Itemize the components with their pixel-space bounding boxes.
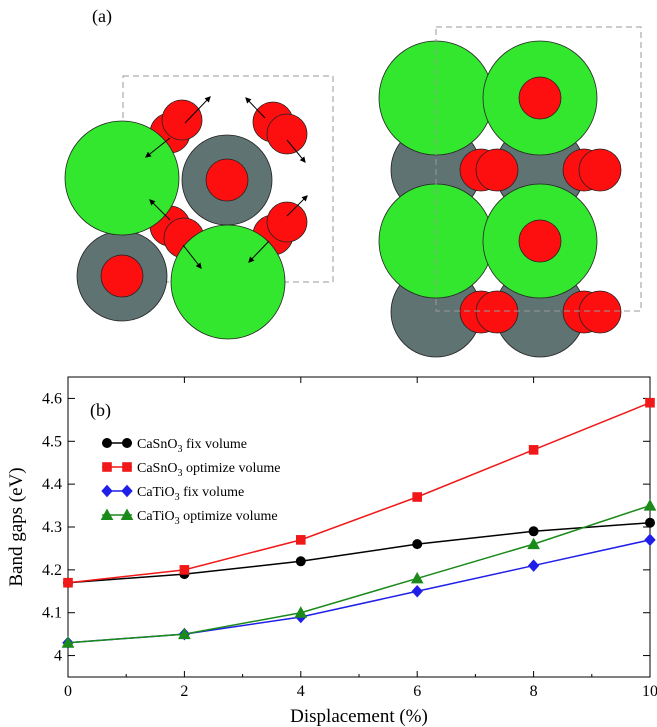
y-tick-label: 4.6 (42, 390, 62, 407)
x-tick-label: 0 (64, 683, 72, 700)
data-point (296, 535, 306, 545)
calcium-atom (64, 120, 180, 236)
data-point (644, 533, 656, 547)
oxygen-atom (475, 148, 519, 192)
series-2 (62, 533, 656, 649)
legend-marker (101, 484, 113, 498)
data-point (410, 571, 424, 584)
y-tick-label: 4.4 (42, 476, 62, 493)
displacement-arrow (286, 139, 306, 163)
legend-marker (102, 462, 112, 472)
oxygen-atom (266, 201, 308, 243)
data-point (412, 539, 423, 550)
legend-entry: CaTiO3 fix volume (101, 484, 244, 503)
data-point (527, 559, 540, 572)
series-layer (61, 397, 657, 649)
x-tick-label: 8 (530, 683, 538, 700)
legend-marker (122, 438, 132, 448)
series-0 (63, 517, 655, 588)
series-line (67, 504, 651, 644)
x-tick-label: 6 (413, 683, 421, 700)
right-unit-cell (435, 26, 642, 312)
legend-label: CaTiO3 optimize volume (137, 509, 278, 527)
legend-entry: CaTiO3 optimize volume (100, 508, 278, 527)
oxygen-atom (578, 148, 622, 192)
data-point (645, 517, 655, 528)
data-point (295, 556, 306, 567)
data-point (411, 585, 423, 598)
data-point (61, 636, 75, 648)
x-axis-label: Displacement (%) (290, 706, 428, 727)
oxygen-atom (205, 158, 249, 202)
oxygen-atom (161, 99, 203, 141)
legend-entry: CaSnO3 fix volume (102, 437, 247, 455)
data-point (643, 499, 657, 511)
legend-label: CaSnO3 optimize volume (137, 461, 280, 479)
oxygen-atom (100, 254, 144, 298)
displacement-arrow (184, 96, 211, 124)
displacement-arrow (245, 97, 266, 119)
left-structure (64, 75, 334, 340)
panel-a-label: (a) (92, 6, 112, 27)
data-point (294, 606, 308, 618)
y-tick-label: 4.5 (42, 433, 62, 450)
series-1 (63, 397, 655, 588)
oxygen-atom (266, 113, 308, 155)
x-tick-label: 10 (642, 683, 657, 700)
y-tick-label: 4.1 (42, 605, 62, 622)
band-gap-chart: 0 2 4 6 8 10 4 4.1 4.2 4.3 4.4 4.5 4.6 CaSnO3 fix v… (6, 376, 657, 727)
displacement-arrow (182, 244, 202, 269)
legend-label: CaSnO3 fix volume (137, 437, 247, 455)
x-tick-label: 2 (180, 683, 188, 700)
plot-frame (67, 376, 651, 678)
oxygen-atom (578, 290, 622, 334)
calcium-atom (378, 40, 494, 156)
data-point (63, 577, 73, 588)
y-tick-label: 4 (54, 648, 62, 665)
series-line (67, 521, 651, 584)
series-line (67, 539, 651, 644)
data-point (645, 397, 655, 408)
displacement-arrow (286, 195, 308, 217)
oxygen-atom (475, 290, 519, 334)
legend-marker (120, 508, 134, 520)
series-3 (61, 499, 657, 648)
data-point (179, 565, 190, 575)
legend-label: CaTiO3 fix volume (137, 485, 244, 503)
x-tick-label: 4 (297, 683, 305, 700)
y-axis-label: Band gaps (eV) (6, 467, 27, 586)
series-line (67, 402, 651, 584)
data-point (178, 627, 191, 640)
oxygen-atom (518, 219, 562, 263)
oxygen-atom (518, 76, 562, 120)
data-point (412, 492, 422, 502)
legend-marker (102, 438, 112, 448)
displacement-arrow (149, 199, 171, 221)
right-structure (378, 26, 642, 358)
legend-marker (100, 508, 114, 520)
y-tick-label: 4.3 (42, 519, 62, 536)
panel-b-label: (b) (90, 400, 111, 421)
data-point (528, 526, 539, 537)
displacement-arrow (248, 240, 270, 263)
data-point (527, 537, 540, 550)
legend: CaSnO3 fix volume CaSnO3 optimize volume C… (100, 437, 280, 527)
legend-entry: CaSnO3 optimize volume (102, 461, 280, 479)
legend-marker (121, 484, 133, 498)
x-axis: 0 2 4 6 8 10 (64, 377, 657, 700)
y-axis: 4 4.1 4.2 4.3 4.4 4.5 4.6 (42, 390, 650, 665)
y-tick-label: 4.2 (42, 562, 62, 579)
legend-marker (122, 462, 132, 472)
data-point (528, 445, 539, 455)
crystal-structure-panel: (a) (64, 6, 642, 358)
displacement-arrow (145, 137, 171, 158)
